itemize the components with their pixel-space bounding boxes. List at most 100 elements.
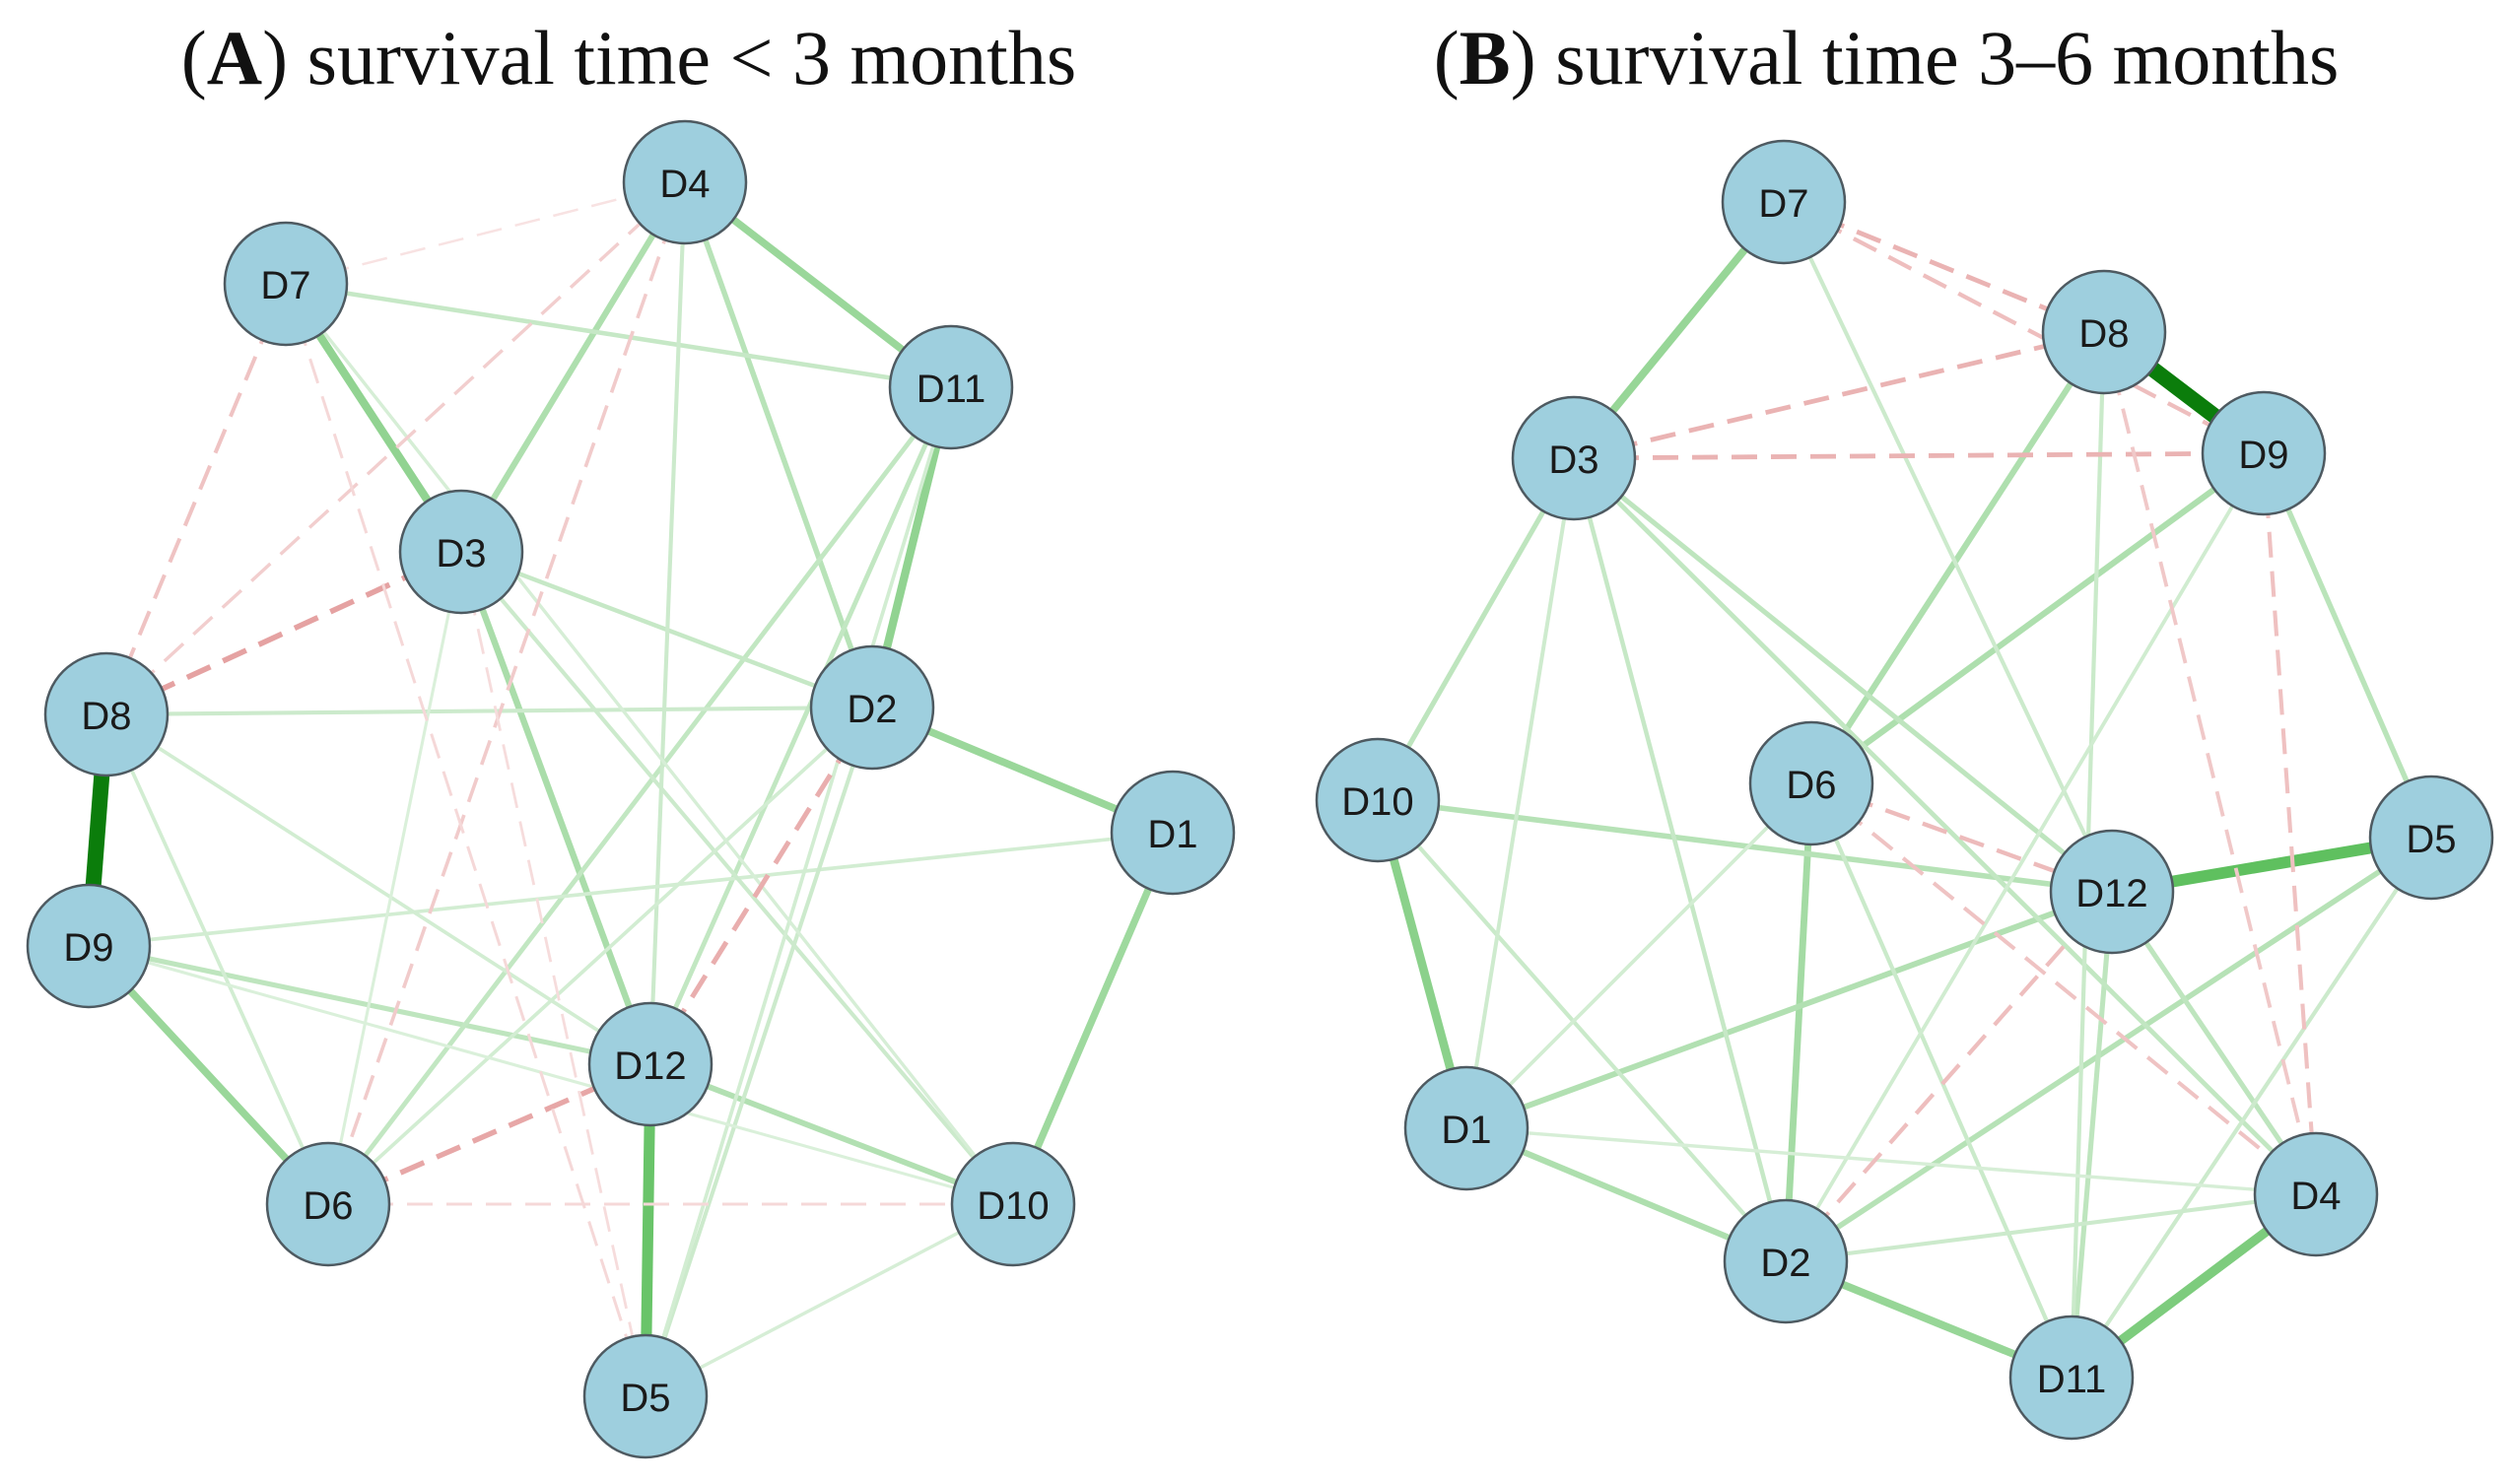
panel-a-edge-d7-d8-negative <box>104 283 288 715</box>
panel-b-edge-d1-d12-positive <box>1464 889 2114 1131</box>
panel-b-edge-d3-d2-positive <box>1571 457 1789 1262</box>
panel-a-node-circle <box>587 1001 714 1127</box>
panel-a-node-circle <box>26 883 152 1009</box>
panel-a-edge-d5-d11-positive <box>644 386 953 1397</box>
panel-b-node-label: D12 <box>2075 872 2147 915</box>
panel-b-node-label: D11 <box>2037 1358 2106 1401</box>
panel-b-edge-d6-d11-positive <box>1809 782 2073 1379</box>
panel-a-edge-d8-d2-positive <box>105 705 873 717</box>
panel-a-edge-d12-d2-negative <box>647 706 875 1066</box>
panel-b-edge-d9-d4-negative <box>2261 452 2319 1195</box>
panel-b-node-label: D10 <box>1341 780 1413 824</box>
panel-a-node-label: D6 <box>303 1184 353 1228</box>
panel-a-edge-d8-d6-positive <box>104 713 330 1205</box>
panel-b-node-label: D8 <box>2078 312 2129 356</box>
panel-a-node-circle <box>888 324 1014 450</box>
panel-b-edge-d3-d4-positive <box>1572 456 2318 1196</box>
panel-a-node-label: D12 <box>614 1045 686 1088</box>
panel-b-node-label: D9 <box>2238 434 2288 477</box>
panel-a-node-circle <box>950 1141 1076 1267</box>
panel-a-node-d4: D4 <box>622 119 748 245</box>
panel-a-node-circle <box>265 1141 391 1267</box>
panel-b-edge-d3-d10-positive <box>1375 456 1577 802</box>
panel-a-edge-d5-d10-positive <box>645 1202 1014 1398</box>
panel-b-edge-d2-d12-negative <box>1784 890 2114 1263</box>
panel-a-edge-d7-d11-positive <box>285 281 952 390</box>
panel-b-node-circle <box>1748 720 1874 846</box>
panel-a-edge-d8-d12-positive <box>104 712 652 1066</box>
panel-b-edge-d10-d12-positive <box>1377 797 2113 895</box>
panel-b-node-d8: D8 <box>2041 269 2167 395</box>
panel-a-title: (A) survival time < 3 months <box>180 15 1077 101</box>
panel-b-edge-d1-d4-positive <box>1465 1126 2317 1196</box>
panel-a-edge-d12-d11-positive <box>647 386 954 1065</box>
panel-a-edge-d4-d12-positive <box>647 181 688 1065</box>
panel-a-edge-d12-d10-positive <box>648 1061 1015 1207</box>
panel-b-node-d6: D6 <box>1748 720 1874 846</box>
panel-a-edge-d4-d2-positive <box>682 181 875 708</box>
panel-b-node-circle <box>1721 139 1847 265</box>
panel-a-node-label: D7 <box>260 264 310 307</box>
panel-b-node-circle <box>2041 269 2167 395</box>
panel-a-edge-d3-d10-positive <box>459 550 1015 1206</box>
panel-b-edge-d9-d6-positive <box>1809 450 2266 786</box>
panel-a-node-d7: D7 <box>223 221 349 347</box>
panel-a-node-label: D1 <box>1147 813 1197 856</box>
panel-b-node-circle <box>2008 1315 2135 1441</box>
panel-b-node-d3: D3 <box>1511 395 1637 521</box>
panel-b-edge-d6-d1-positive <box>1464 781 1813 1130</box>
panel-a-edge-d9-d10-positive <box>88 944 1014 1206</box>
panel-b-node-d7: D7 <box>1721 139 1847 265</box>
panel-a-node-label: D3 <box>436 532 486 575</box>
panel-a-edge-d5-d2-positive <box>644 707 874 1397</box>
panel-a-edge-d3-d12-positive <box>457 550 654 1066</box>
panel-b-node-d11: D11 <box>2008 1315 2135 1441</box>
panel-a-node-label: D5 <box>620 1377 670 1420</box>
panel-b-edge-d3-d1-positive <box>1464 457 1576 1129</box>
panel-b-title-text: survival time 3–6 months <box>1555 15 2340 101</box>
panel-b-edge-d9-d5-positive <box>2261 451 2434 840</box>
panel-b-edge-d10-d2-positive <box>1376 798 1788 1263</box>
panel-b-node-circle <box>2253 1131 2379 1257</box>
panel-a-edge-d6-d3-positive <box>326 551 463 1205</box>
panel-b-edge-d6-d2-positive <box>1782 782 1815 1262</box>
panel-a-nodes: D1 D2 D3 D4 D5 D6 D7 D8 D9 D10 D11 D12 <box>26 119 1236 1459</box>
panel-a-node-label: D10 <box>977 1184 1049 1228</box>
panel-a-node-label: D8 <box>81 695 131 738</box>
panel-a-node-d1: D1 <box>1110 770 1236 896</box>
panel-a-node-d11: D11 <box>888 324 1014 450</box>
panel-a-node-d10: D10 <box>950 1141 1076 1267</box>
panel-b-node-d9: D9 <box>2201 390 2327 516</box>
panel-a-title-text: survival time < 3 months <box>306 15 1077 101</box>
panel-b-node-label: D4 <box>2290 1175 2341 1218</box>
panel-a-edge-d3-d5-negative <box>459 551 647 1397</box>
panel-b-node-d10: D10 <box>1315 737 1441 863</box>
panel-b-node-circle <box>2049 829 2175 955</box>
panel-b-node-label: D3 <box>1548 438 1598 482</box>
panel-b-edge-d9-d2-positive <box>1784 452 2266 1262</box>
panel-a-node-circle <box>1110 770 1236 896</box>
panel-a-edge-d3-d8-negative <box>104 549 463 717</box>
panel-b-edge-d3-d12-positive <box>1572 456 2114 894</box>
panel-a-node-d12: D12 <box>587 1001 714 1127</box>
panel-b-node-label: D6 <box>1786 764 1836 807</box>
panel-a-node-d5: D5 <box>582 1333 709 1459</box>
panel-a-node-circle <box>398 489 524 615</box>
panel-a-node-circle <box>809 644 935 771</box>
panel-a-node-label: D11 <box>917 368 986 411</box>
panel-a-node-d3: D3 <box>398 489 524 615</box>
panel-b-node-circle <box>1511 395 1637 521</box>
panel-b-node-label: D7 <box>1758 182 1808 226</box>
panel-b-title: (B) survival time 3–6 months <box>1433 15 2340 101</box>
panel-a-edge-d1-d10-positive <box>1009 831 1177 1206</box>
panel-b-node-d2: D2 <box>1723 1198 1849 1324</box>
panel-a-node-circle <box>43 651 170 777</box>
panel-a-node-d9: D9 <box>26 883 152 1009</box>
panel-b-node-circle <box>1723 1198 1849 1324</box>
panel-b-edge-d6-d4-negative <box>1809 781 2318 1196</box>
panel-b-nodes: D1 D2 D3 D4 D5 D6 D7 D8 D9 D10 D11 D12 <box>1315 139 2494 1441</box>
panel-b-letter: B <box>1459 15 1511 101</box>
panel-a-node-circle <box>582 1333 709 1459</box>
panel-b-edge-d3-d9-negative <box>1573 450 2265 461</box>
